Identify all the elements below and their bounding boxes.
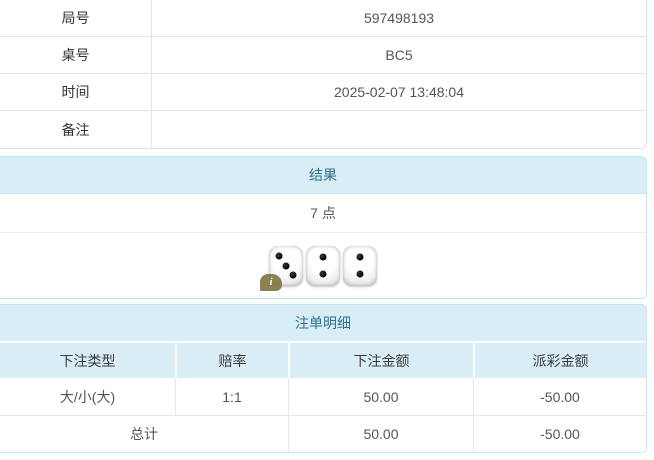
time-value: 2025-02-07 13:48:04: [334, 84, 464, 100]
bet-odds-value: 1:1: [175, 378, 288, 415]
bet-details-title: 注单明细: [0, 305, 646, 343]
table-row: 桌号 BC5: [0, 37, 646, 74]
table-number-label: 桌号: [0, 37, 152, 73]
remark-value: [152, 111, 646, 148]
die-pip: [319, 253, 327, 261]
die-pip: [275, 252, 283, 260]
die-icon: [343, 245, 377, 286]
total-label: 总计: [130, 426, 158, 442]
column-payout: 派彩金额: [473, 343, 646, 378]
round-number-label: 局号: [0, 0, 152, 36]
result-panel: 结果 7 点 i: [0, 156, 647, 299]
bet-payout-value: -50.00: [473, 378, 646, 415]
column-odds: 赔率: [175, 343, 288, 378]
die-pip: [356, 270, 364, 278]
result-points: 7 点: [0, 194, 646, 233]
bet-table-total-row: 总计 50.00 -50.00: [0, 416, 646, 452]
die-pip: [282, 262, 290, 269]
total-amount-value: 50.00: [288, 416, 473, 452]
table-row: 局号 597498193: [0, 0, 646, 37]
die-pip: [356, 253, 364, 261]
table-row: 时间 2025-02-07 13:48:04: [0, 74, 646, 111]
bet-table-row: 大/小(大) 1:1 50.00 -50.00: [0, 378, 646, 416]
die-pip: [319, 270, 327, 278]
dice-group: i: [0, 233, 646, 298]
table-number-value: BC5: [385, 47, 413, 63]
die-icon: [306, 245, 340, 286]
table-row: 备注: [0, 111, 646, 148]
bet-type-value: 大/小(大): [59, 388, 116, 405]
die-icon: i: [260, 245, 303, 291]
round-number-value: 597498193: [363, 10, 435, 26]
die-pip: [289, 271, 297, 279]
result-panel-title: 结果: [0, 157, 646, 194]
bet-amount-value: 50.00: [288, 378, 473, 415]
column-bet-amount: 下注金额: [288, 343, 473, 378]
game-info-table: 局号 597498193 桌号 BC5 时间 2025-02-07 13:48:…: [0, 0, 647, 149]
bet-details-panel: 注单明细 下注类型 赔率 下注金额 派彩金额 大/小(大) 1:1 50.00 …: [0, 304, 647, 453]
info-tooltip-icon[interactable]: i: [260, 273, 282, 291]
time-label: 时间: [0, 74, 152, 110]
bet-table-header: 下注类型 赔率 下注金额 派彩金额: [0, 343, 646, 378]
column-bet-type: 下注类型: [59, 352, 116, 369]
total-payout-value: -50.00: [473, 416, 646, 452]
remark-label: 备注: [0, 111, 152, 148]
